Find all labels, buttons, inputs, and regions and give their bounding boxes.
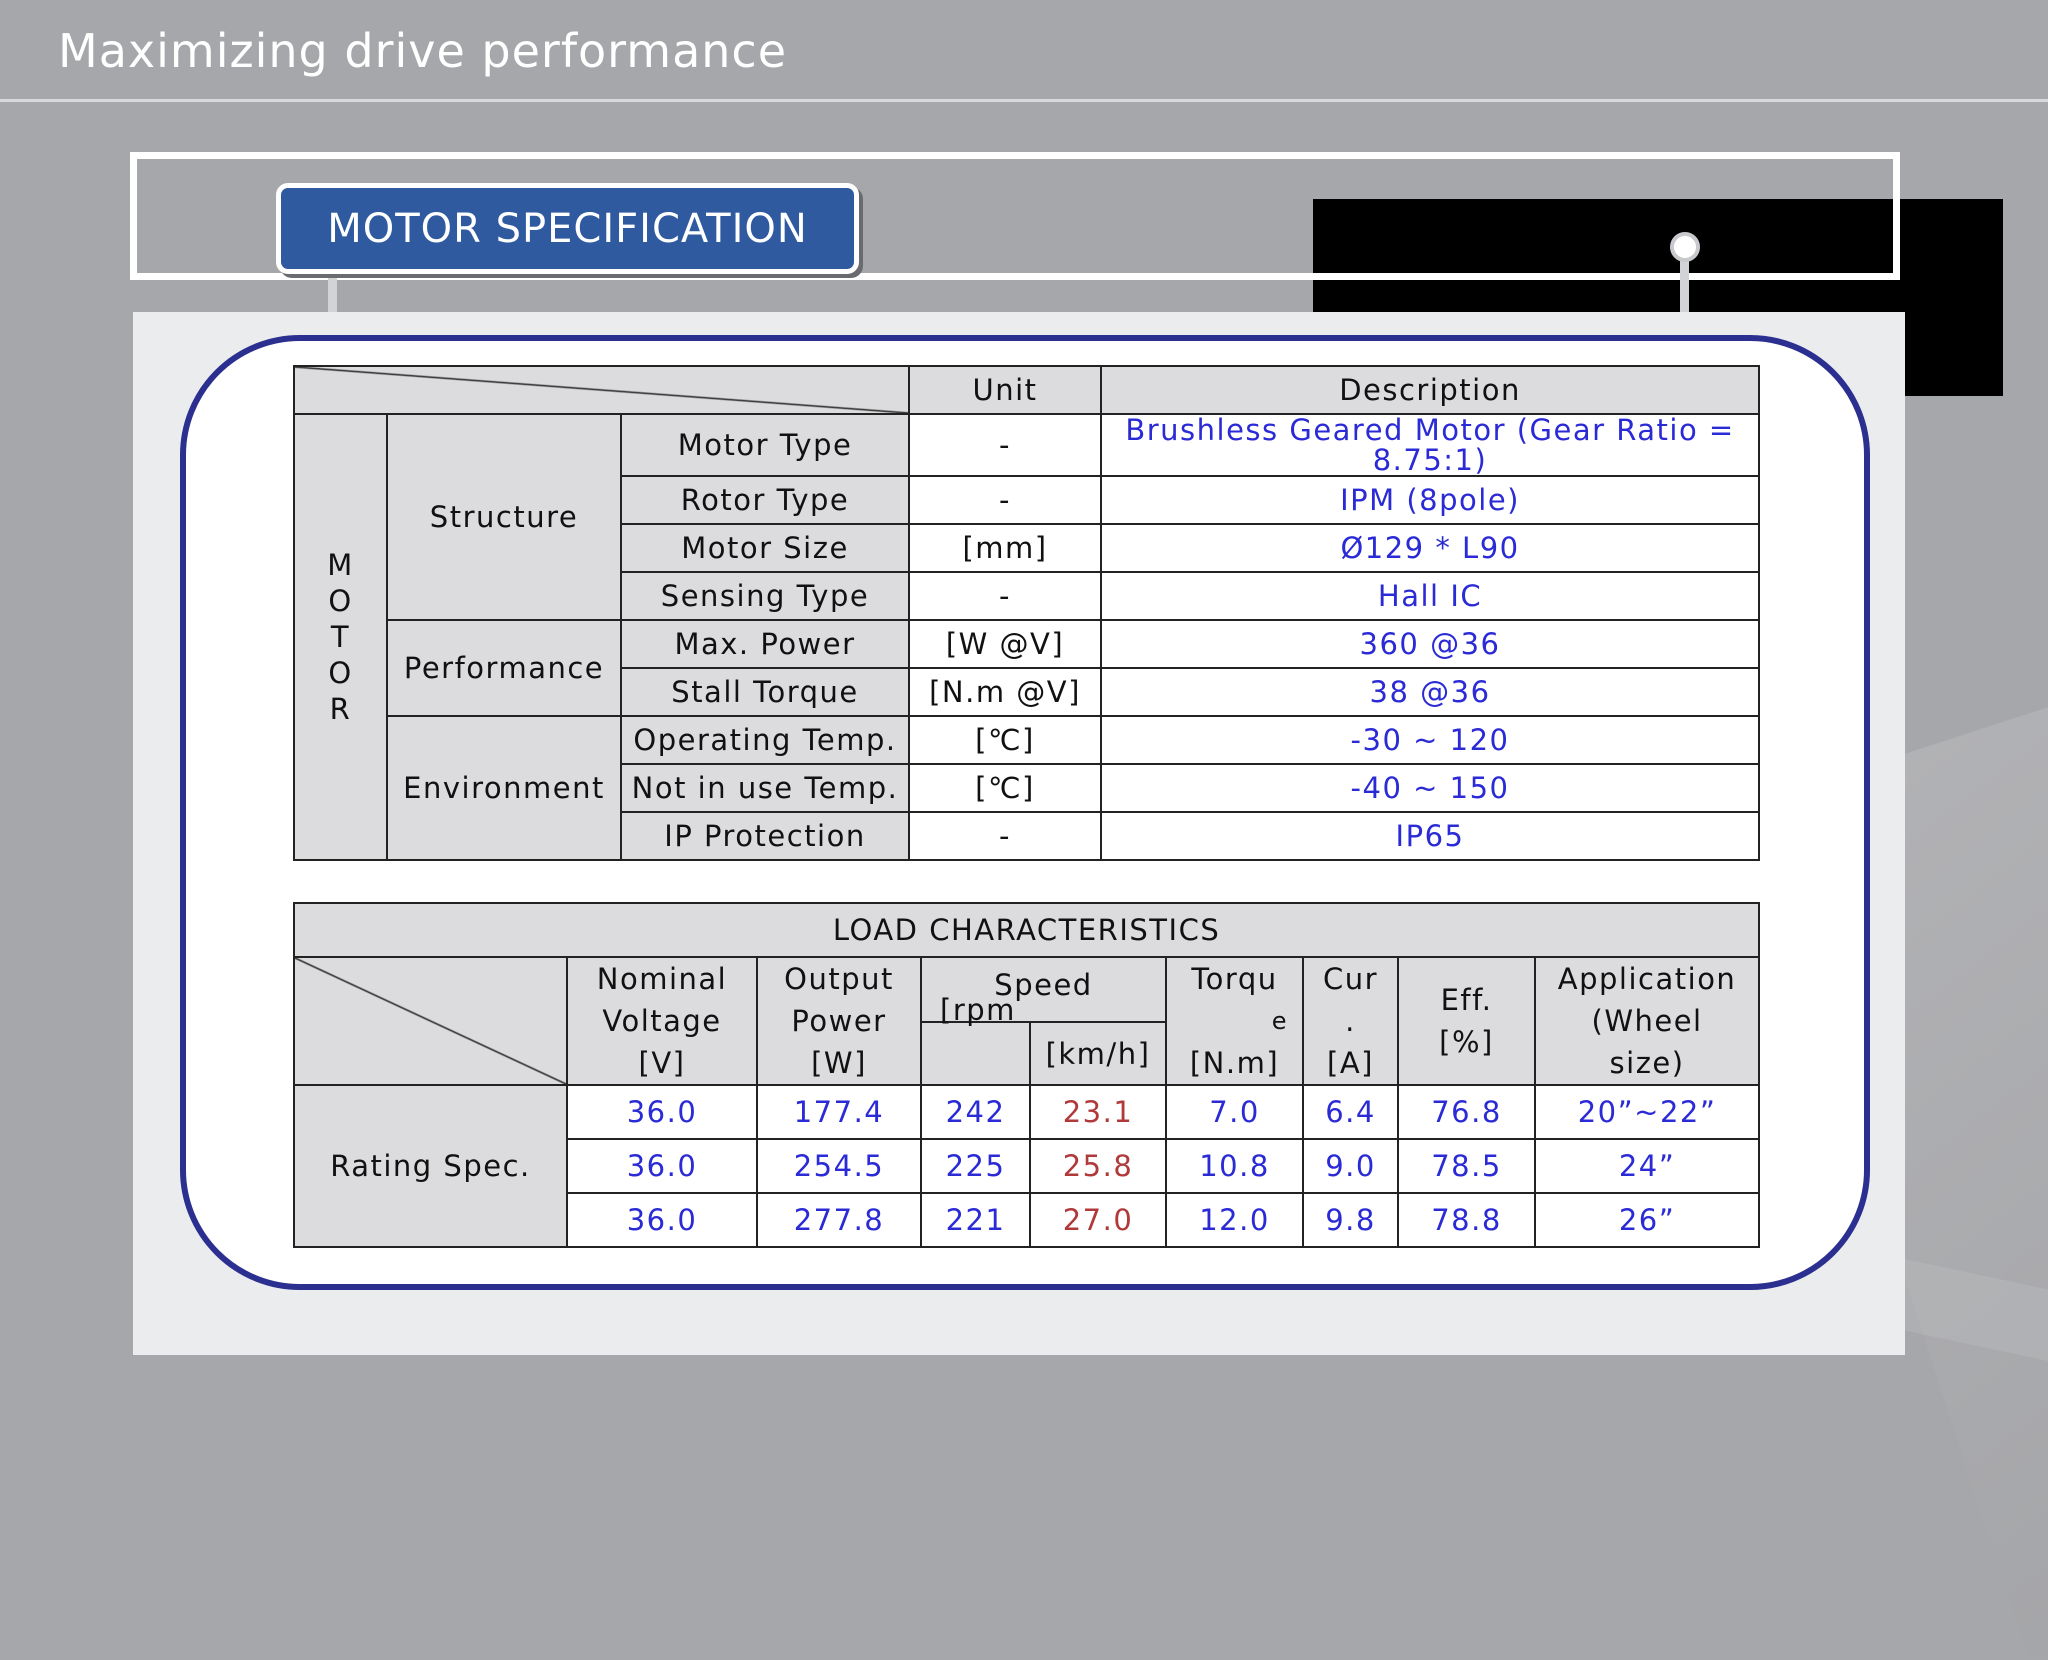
cell-current: 6.4 xyxy=(1302,1084,1399,1140)
header-torque: Torqu e [N.m] xyxy=(1165,956,1304,1086)
desc-value: Hall IC xyxy=(1100,571,1761,621)
item-label: Motor Size xyxy=(619,523,911,573)
motor-side-label: M O T O R xyxy=(293,413,388,861)
header-voltage: Nominal Voltage [V] xyxy=(566,956,758,1086)
row-label-rating-spec: Rating Spec. xyxy=(293,1084,568,1248)
unit-value: [℃] xyxy=(908,715,1103,765)
group-structure: Structure xyxy=(386,413,622,621)
desc-value: 360 @36 xyxy=(1100,619,1761,669)
header-frame xyxy=(130,152,1900,280)
header-unit: Unit xyxy=(908,365,1103,415)
desc-value: Ø129 * L90 xyxy=(1100,523,1761,573)
desc-value: -40 ~ 150 xyxy=(1100,763,1761,813)
cell-current: 9.0 xyxy=(1302,1138,1399,1194)
cell-kmh: 27.0 xyxy=(1029,1192,1167,1248)
unit-value: [mm] xyxy=(908,523,1103,573)
header-description: Description xyxy=(1100,365,1761,415)
title-divider xyxy=(0,99,2048,102)
unit-value: - xyxy=(908,811,1103,861)
unit-value: - xyxy=(908,413,1103,477)
load-table-title: LOAD CHARACTERISTICS xyxy=(292,902,1761,958)
unit-value: [℃] xyxy=(908,763,1103,813)
cell-current: 9.8 xyxy=(1302,1192,1399,1248)
cell-torque: 12.0 xyxy=(1165,1192,1304,1248)
cell-application: 26” xyxy=(1533,1192,1761,1248)
header-current: Cur. [A] xyxy=(1302,956,1399,1086)
hanger-right xyxy=(1680,248,1689,340)
header-kmh: [km/h] xyxy=(1029,1021,1167,1086)
table-corner xyxy=(293,956,568,1086)
group-performance: Performance xyxy=(386,619,622,717)
unit-value: - xyxy=(908,571,1103,621)
desc-value: IPM (8pole) xyxy=(1100,475,1761,525)
item-label: Not in use Temp. xyxy=(619,763,911,813)
cell-kmh: 25.8 xyxy=(1029,1138,1167,1194)
desc-value: 38 @36 xyxy=(1100,667,1761,717)
item-label: Stall Torque xyxy=(619,667,911,717)
cell-torque: 10.8 xyxy=(1165,1138,1304,1194)
item-label: Motor Type xyxy=(619,413,911,477)
item-label: Max. Power xyxy=(619,619,911,669)
motor-spec-table: Unit Description M O T O R Structure Mot… xyxy=(292,365,1761,861)
load-characteristics-table: LOAD CHARACTERISTICS Nominal Voltage [V] O… xyxy=(292,902,1761,1248)
item-label: Rotor Type xyxy=(619,475,911,525)
header-power: Output Power [W] xyxy=(756,956,922,1086)
header-rpm-cell xyxy=(920,1022,1030,1086)
item-label: Sensing Type xyxy=(619,571,911,621)
desc-value: -30 ~ 120 xyxy=(1100,715,1761,765)
cell-application: 24” xyxy=(1533,1138,1761,1194)
unit-value: - xyxy=(908,475,1103,525)
cell-efficiency: 78.5 xyxy=(1397,1138,1536,1194)
cell-voltage: 36.0 xyxy=(566,1084,758,1140)
item-label: Operating Temp. xyxy=(619,715,911,765)
cell-power: 177.4 xyxy=(756,1084,922,1140)
hanger-left xyxy=(328,270,337,340)
cell-efficiency: 76.8 xyxy=(1397,1084,1536,1140)
cell-rpm: 225 xyxy=(920,1138,1031,1194)
cell-rpm: 242 xyxy=(920,1084,1031,1140)
item-label: IP Protection xyxy=(619,811,911,861)
cell-torque: 7.0 xyxy=(1165,1084,1304,1140)
pin-icon xyxy=(1670,232,1700,262)
unit-value: [N.m @V] xyxy=(908,667,1103,717)
cell-efficiency: 78.8 xyxy=(1397,1192,1536,1248)
cell-power: 277.8 xyxy=(756,1192,922,1248)
section-badge: MOTOR SPECIFICATION xyxy=(276,183,859,274)
table-corner xyxy=(292,365,911,415)
cell-kmh: 23.1 xyxy=(1029,1084,1167,1140)
cell-rpm: 221 xyxy=(920,1192,1031,1248)
cell-application: 20”~22” xyxy=(1533,1084,1761,1140)
header-efficiency: Eff. [%] xyxy=(1397,956,1536,1086)
group-environment: Environment xyxy=(386,715,622,861)
header-speed: Speed [rpm xyxy=(920,955,1167,1024)
cell-power: 254.5 xyxy=(756,1138,922,1194)
unit-value: [W @V] xyxy=(908,619,1103,669)
page-title: Maximizing drive performance xyxy=(58,24,788,78)
header-application: Application (Wheel size) xyxy=(1533,956,1761,1086)
cell-voltage: 36.0 xyxy=(566,1138,758,1194)
desc-value: Brushless Geared Motor (Gear Ratio = 8.7… xyxy=(1100,413,1761,477)
desc-value: IP65 xyxy=(1100,811,1761,861)
cell-voltage: 36.0 xyxy=(566,1192,758,1248)
